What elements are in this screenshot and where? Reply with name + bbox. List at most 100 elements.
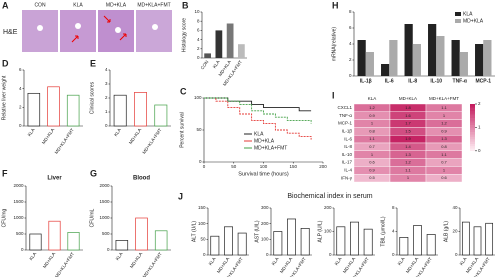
colorbar-step [470, 148, 475, 151]
x-tick-label: KLA [334, 256, 343, 266]
colorbar-step [470, 118, 475, 121]
y-tick-label: 6 [197, 28, 200, 33]
y-axis-label: Percent survival [179, 112, 185, 148]
legend-label: MD+KLA+FMT [254, 145, 287, 151]
y-tick-label: 100 [198, 221, 206, 226]
bar [113, 94, 127, 127]
bar [485, 222, 494, 256]
y-tick-label: 1000 [13, 215, 24, 220]
y-tick-label: 0 [392, 252, 395, 257]
colorbar-step [470, 104, 475, 107]
x-tick-label: MD+KLA [42, 251, 57, 269]
cell-value: 0.9 [369, 113, 375, 118]
legend-label: KLA [463, 11, 473, 17]
y-tick-label: 3 [105, 81, 108, 86]
image-label: MD+KLA+FMT [137, 2, 170, 8]
y-tick-label: 0 [21, 247, 24, 252]
y-tick-label: 50 [196, 127, 202, 132]
colorbar-step [470, 136, 475, 140]
x-tick-label: KLA [459, 256, 468, 266]
y-tick-label: 4 [19, 86, 22, 91]
cell-value: 1.2 [405, 160, 411, 165]
bar [237, 232, 247, 256]
x-tick-label: KLA [271, 256, 280, 266]
bar [215, 30, 223, 58]
cell-value: 1.8 [405, 105, 411, 110]
column-label: MD+KLA+FMT [429, 96, 459, 101]
cell-value: 1 [443, 167, 446, 172]
bar [154, 230, 168, 251]
y-tick-label: 150 [198, 205, 206, 210]
bar [67, 232, 80, 251]
cell-value: 1.4 [405, 144, 411, 149]
colorbar-step [470, 139, 475, 142]
cell-value: 1.2 [441, 121, 447, 126]
x-tick-label: KLA [397, 256, 406, 266]
y-tick-label: 0 [203, 252, 206, 257]
x-tick-label: 200 [319, 164, 327, 169]
bar [300, 228, 310, 256]
legend-label: KLA [254, 131, 264, 137]
bar [428, 24, 437, 76]
column-label: MD+KLA [399, 96, 417, 101]
x-axis-label: Survival time (hours) [238, 171, 289, 177]
panel-letter: J [178, 191, 183, 201]
arrow [103, 15, 111, 23]
cell-value: 0.6 [369, 160, 375, 165]
bar [48, 220, 61, 251]
x-tick-label: MD+KLA [128, 127, 143, 145]
y-axis-label: TBIL (μmol/L) [380, 216, 386, 247]
y-tick-label: 8 [197, 18, 200, 23]
x-tick-label: IL-1β [360, 78, 372, 84]
arrow [71, 35, 79, 43]
image-label: MD+KLA [106, 2, 127, 8]
bar [134, 92, 147, 127]
y-tick-label: 0 [349, 73, 352, 78]
colorbar-step [470, 115, 475, 119]
x-tick-label: MD+KLA [129, 251, 144, 269]
cell-value: 1.3 [405, 152, 411, 157]
y-axis-label: ALT (U/L) [191, 221, 197, 243]
bar [363, 228, 373, 256]
y-tick-label: 0 [197, 55, 200, 60]
bar [154, 104, 168, 127]
y-axis-label: mRNA(relative) [331, 27, 337, 62]
panel-title: Biochemical index in serum [287, 193, 372, 200]
colorbar-step [470, 134, 475, 137]
colorbar-step [470, 132, 475, 135]
y-tick-label: 500 [102, 231, 110, 236]
arrow [119, 33, 127, 41]
panel-letter: B [182, 0, 189, 10]
heatmap-cell [425, 173, 463, 183]
x-tick-label: KLA [27, 127, 36, 137]
row-label: IL-4 [344, 167, 352, 172]
vessel [37, 25, 43, 31]
cell-value: 1.7 [405, 121, 411, 126]
y-tick-label: 10 [194, 9, 200, 14]
cell-value: 0.6 [441, 175, 447, 180]
bar [204, 53, 211, 58]
x-tick-label: CON [200, 59, 210, 70]
y-tick-label: 2000 [13, 183, 24, 188]
y-tick-label: 200 [324, 205, 332, 210]
cell-value: 1.1 [441, 152, 447, 157]
x-tick-label: KLA [113, 127, 122, 137]
x-tick-label: MD+KLA+FMT [141, 127, 162, 155]
y-axis-label: ALP (U/L) [317, 220, 323, 242]
colorbar-step [470, 129, 475, 133]
x-tick-label: KLA [208, 256, 217, 266]
y-tick-label: 1 [105, 109, 108, 114]
colorbar-step [470, 146, 475, 149]
y-tick-label: 0 [107, 247, 110, 252]
y-tick-label: 2 [105, 95, 108, 100]
panel-letter: G [90, 168, 97, 178]
x-tick-label: 50 [231, 164, 237, 169]
bar [426, 234, 436, 256]
bar [336, 226, 346, 256]
panel-letter: I [332, 90, 335, 100]
bar [27, 92, 41, 127]
cell-value: 0.7 [369, 144, 375, 149]
x-tick-label: IL-10 [430, 78, 442, 84]
colorbar-step [470, 122, 475, 126]
x-tick-label: IL-6 [385, 78, 394, 84]
